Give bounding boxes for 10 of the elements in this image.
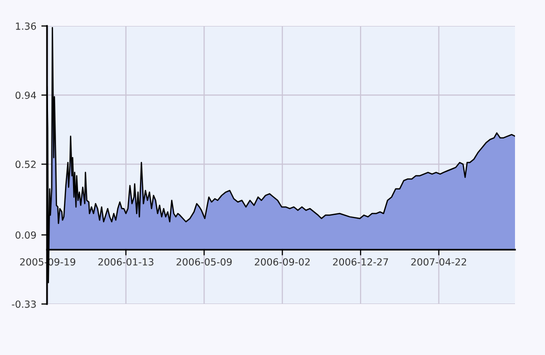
y-tick-label: 1.36 <box>16 22 36 30</box>
x-tick-label: 2006-05-09 <box>176 258 232 266</box>
x-tick-label: 2007-04-22 <box>411 258 466 266</box>
y-tick-label: 0.94 <box>16 92 36 99</box>
x-tick-label: 2006-12-27 <box>333 258 388 266</box>
x-tick-label: 2006-01-13 <box>98 258 154 266</box>
y-tick-label: -0.33 <box>12 300 36 308</box>
y-tick-label: 0.09 <box>16 231 36 239</box>
y-tick-label: 0.52 <box>16 160 36 168</box>
x-tick-label: 2006-09-02 <box>254 258 310 266</box>
